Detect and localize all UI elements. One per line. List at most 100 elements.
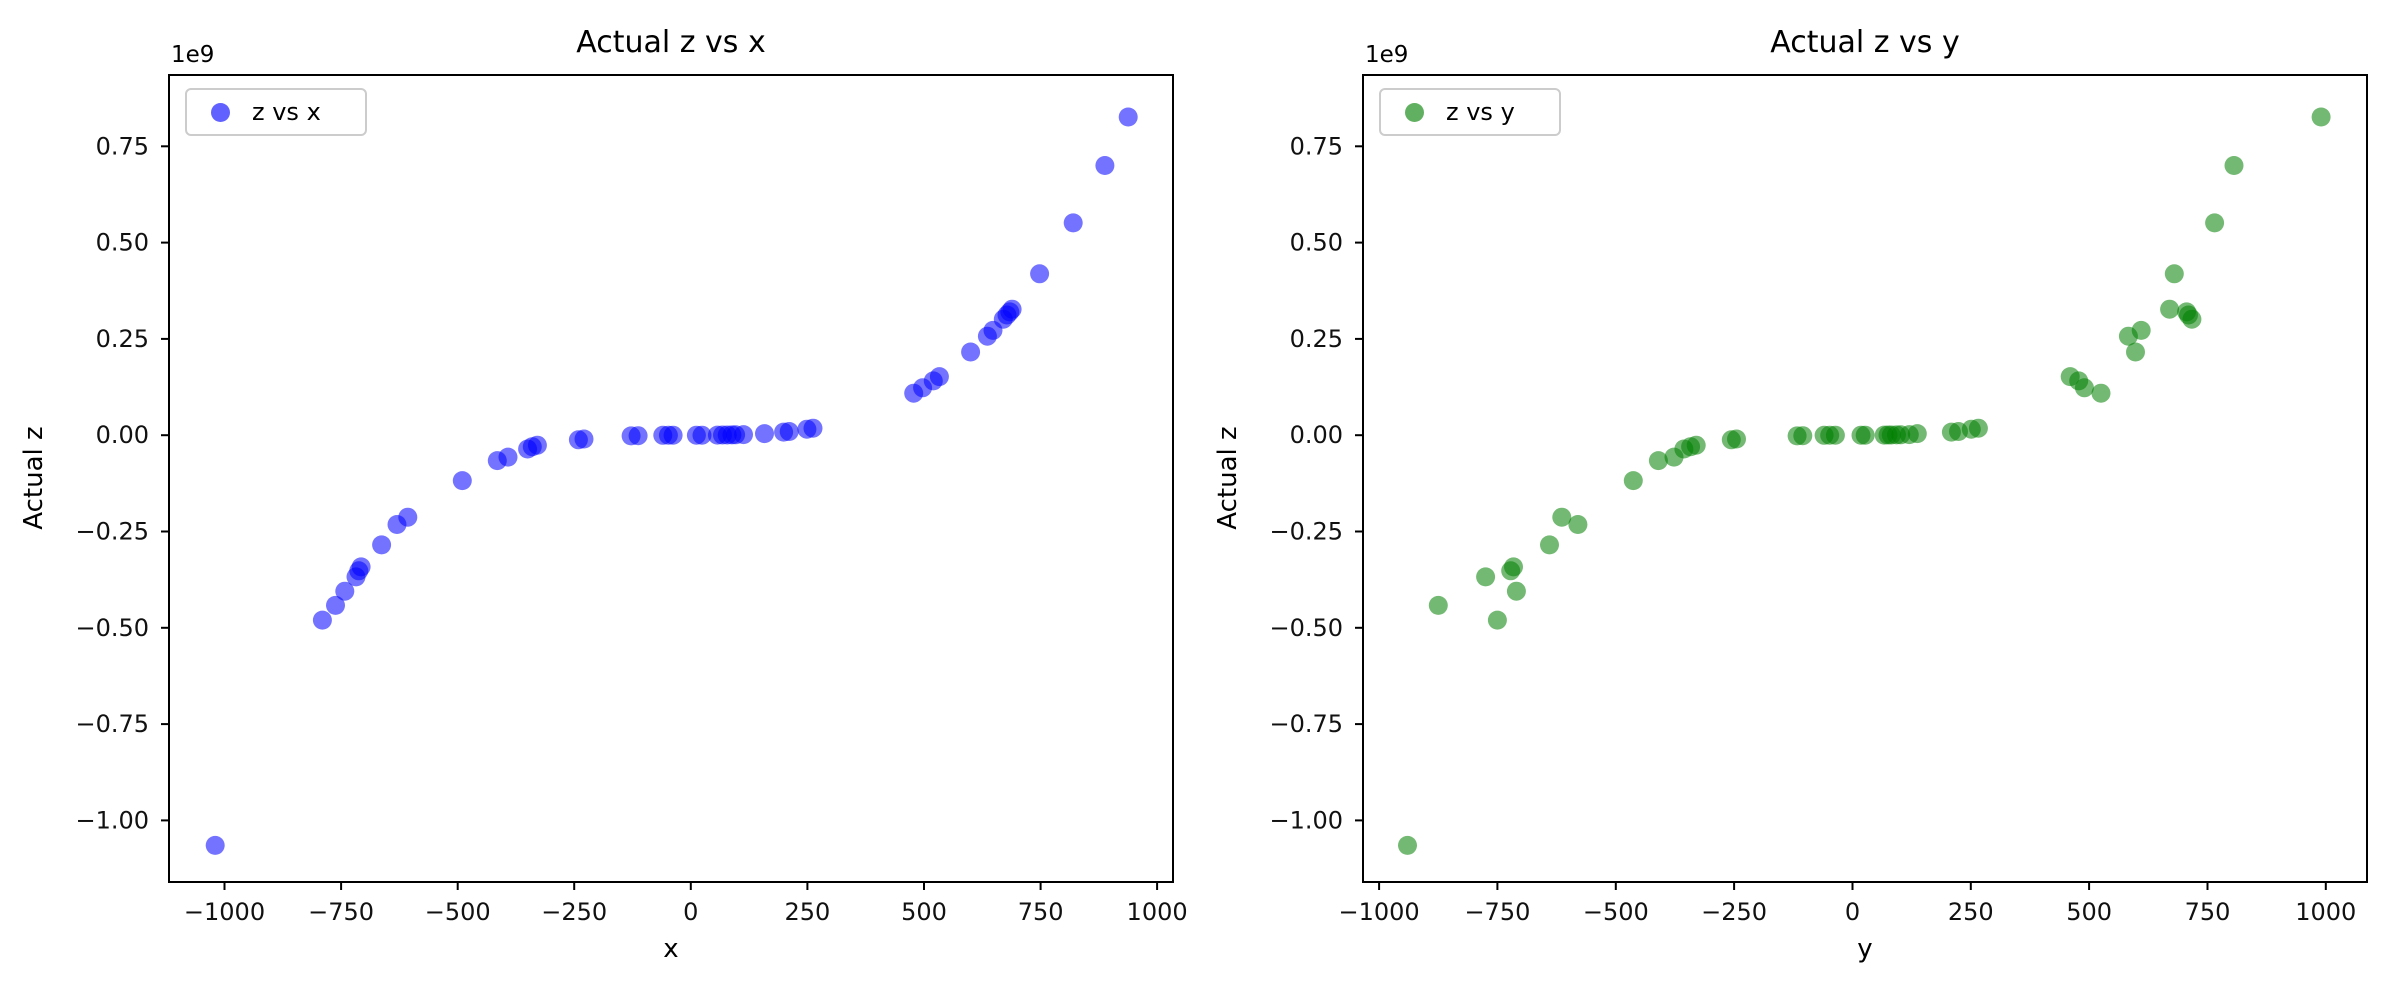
y-tick-label: 0.75 xyxy=(96,132,149,160)
scatter-point xyxy=(1476,567,1496,587)
y-tick-label: −0.25 xyxy=(75,518,149,546)
scatter-point xyxy=(961,342,981,362)
scatter-point xyxy=(372,535,392,555)
x-tick-label: 1000 xyxy=(1127,898,1188,926)
legend-marker-icon xyxy=(211,102,230,122)
legend-label: z vs x xyxy=(252,98,321,126)
legend-label: z vs y xyxy=(1446,98,1515,126)
scatter-point xyxy=(2160,299,2180,319)
x-tick-label: 250 xyxy=(1948,898,1994,926)
right-plot-ylabel: Actual z xyxy=(1213,426,1243,530)
y-tick-label: −1.00 xyxy=(1269,806,1343,834)
x-tick-label: −750 xyxy=(1464,898,1530,926)
y-tick-label: −0.75 xyxy=(75,710,149,738)
y-tick-label: −0.50 xyxy=(75,614,149,642)
scatter-point xyxy=(929,367,949,387)
y-tick-label: 0.25 xyxy=(1290,325,1343,353)
scatter-point xyxy=(326,595,345,615)
x-tick-label: 0 xyxy=(1845,898,1860,926)
x-tick-label: 750 xyxy=(1018,898,1064,926)
scatter-point xyxy=(1487,610,1507,630)
scatter-point xyxy=(1398,835,1417,855)
scatter-point xyxy=(1506,581,1526,601)
y-tick-label: −0.50 xyxy=(1269,614,1343,642)
left-plot-xlabel: x xyxy=(663,934,679,964)
x-tick-label: −1000 xyxy=(184,898,265,926)
scatter-point xyxy=(1118,107,1138,127)
scatter-point xyxy=(1568,515,1588,534)
y-tick-label: 0.00 xyxy=(1290,421,1343,449)
x-tick-label: −750 xyxy=(308,898,374,926)
scatter-point xyxy=(2131,320,2151,340)
x-tick-label: −250 xyxy=(541,898,607,926)
legend-marker-icon xyxy=(1405,102,1424,122)
scatter-point xyxy=(1968,418,1988,438)
scatter-point xyxy=(1063,213,1083,233)
left-plot-offset-text: 1e9 xyxy=(171,42,215,68)
x-tick-label: −500 xyxy=(425,898,491,926)
scatter-point xyxy=(205,835,225,855)
axes-frame xyxy=(168,74,1174,883)
x-tick-label: 750 xyxy=(2185,898,2231,926)
x-tick-label: 1000 xyxy=(2295,898,2356,926)
scatter-point xyxy=(1727,429,1746,449)
scatter-point xyxy=(2205,213,2225,233)
scatter-point xyxy=(1623,471,1643,491)
scatter-point xyxy=(2060,367,2080,387)
scatter-point xyxy=(452,471,472,491)
y-tick-label: 0.00 xyxy=(96,421,149,449)
right-plot-xlabel: y xyxy=(1857,934,1873,964)
y-tick-label: 0.50 xyxy=(96,229,149,257)
scatter-point xyxy=(803,418,823,438)
scatter-point xyxy=(2311,107,2331,127)
x-tick-label: −500 xyxy=(1583,898,1649,926)
y-tick-label: 0.25 xyxy=(96,325,149,353)
scatter-point xyxy=(692,425,712,445)
scatter-point xyxy=(1504,557,1523,577)
scatter-point xyxy=(2164,264,2184,284)
x-tick-label: 0 xyxy=(683,898,698,926)
left-plot-ylabel: Actual z xyxy=(19,426,49,530)
scatter-point xyxy=(1540,535,1559,555)
scatter-point xyxy=(779,422,799,441)
scatter-point xyxy=(1825,425,1845,445)
scatter-point xyxy=(498,447,518,467)
right-plot-title: Actual z vs y xyxy=(1770,25,1960,60)
scatter-point xyxy=(527,435,547,455)
left-plot-title: Actual z vs x xyxy=(576,25,766,60)
scatter-point xyxy=(2224,156,2244,175)
scatter-point xyxy=(628,426,648,446)
x-tick-label: 500 xyxy=(2066,898,2112,926)
scatter-point xyxy=(2091,383,2111,403)
scatter-point xyxy=(1552,507,1572,527)
right-plot-offset-text: 1e9 xyxy=(1365,42,1409,68)
left-plot-legend: z vs x xyxy=(185,88,367,136)
scatter-point xyxy=(1428,595,1448,615)
y-tick-label: 0.50 xyxy=(1290,229,1343,257)
scatter-point xyxy=(1686,435,1706,455)
scatter-point xyxy=(1793,426,1813,446)
scatter-point xyxy=(1855,425,1875,445)
scatter-point xyxy=(1030,264,1050,284)
x-tick-label: −1000 xyxy=(1339,898,1420,926)
scatter-point xyxy=(351,557,371,577)
scatter-point xyxy=(755,424,774,444)
x-tick-label: 500 xyxy=(901,898,947,926)
scatter-point xyxy=(574,429,594,449)
scatter-point xyxy=(1002,299,1022,319)
scatter-point xyxy=(2177,302,2197,322)
scatter-point xyxy=(335,581,355,601)
subplot-z-vs-y: −1000 −750 −500 −250 0 250 500 750 1000 0.75 0.50 0… xyxy=(1269,74,2368,926)
y-tick-label: −0.25 xyxy=(1269,518,1343,546)
scatter-point xyxy=(1095,156,1115,175)
x-tick-label: 250 xyxy=(784,898,830,926)
right-plot-legend: z vs y xyxy=(1379,88,1561,136)
scatter-point xyxy=(1648,451,1668,471)
y-tick-label: −0.75 xyxy=(1269,710,1343,738)
scatter-point xyxy=(734,425,753,445)
scatter-point xyxy=(1907,424,1927,444)
y-tick-label: −1.00 xyxy=(75,806,149,834)
scatter-point xyxy=(398,507,418,527)
